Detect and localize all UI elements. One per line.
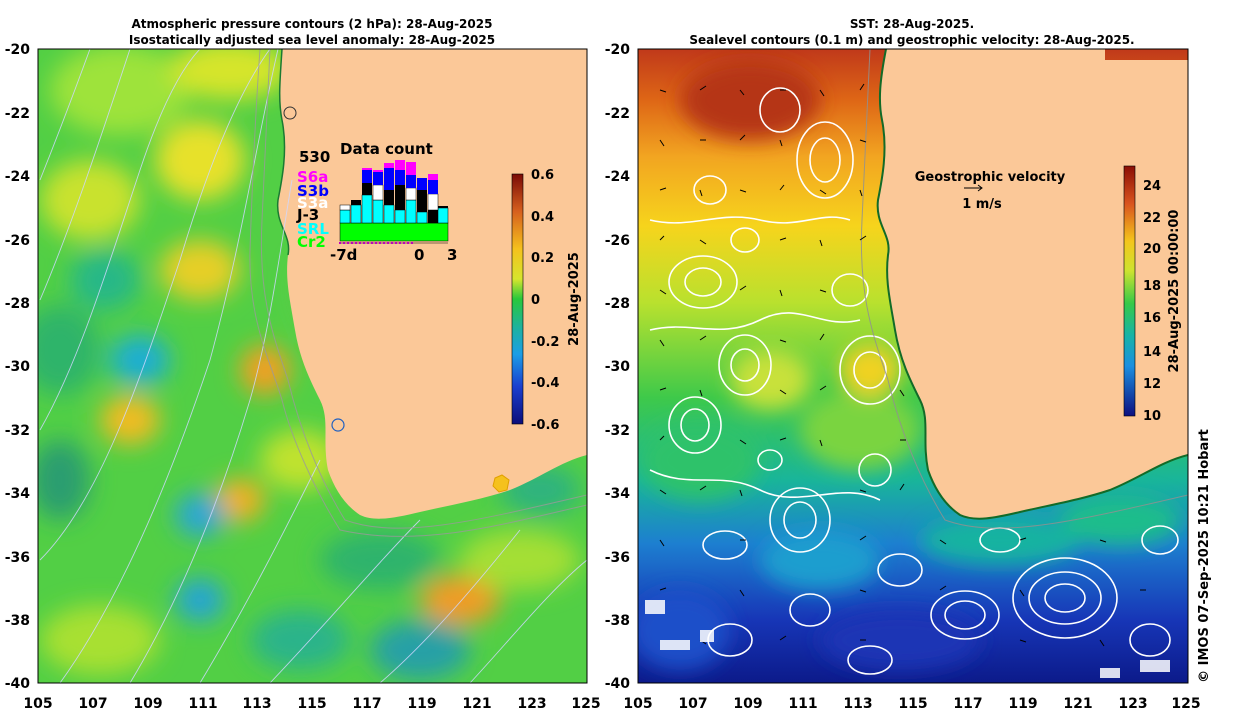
left-lon-tick: 107	[78, 696, 107, 712]
left-lon-tick: 109	[133, 696, 162, 712]
mission-label-j3: J-3	[296, 206, 319, 224]
right-sst-map	[638, 49, 1188, 683]
left-lon-tick: 105	[23, 696, 52, 712]
right-lon-tick: 125	[1171, 696, 1200, 712]
left-lat-tick: -26	[5, 233, 30, 249]
credit-text: © IMOS 07-Sep-2025 10:21 Hobart	[1197, 429, 1212, 683]
data-count-bars	[339, 160, 449, 244]
left-colorbar: 0.6 0.4 0.2 0 -0.2 -0.4 -0.6 28-Aug-2025	[511, 168, 582, 433]
left-lat-tick: -38	[5, 613, 30, 629]
left-cb-tick: 0.6	[531, 168, 554, 183]
right-lon-tick: 113	[843, 696, 872, 712]
left-lon-tick: 119	[407, 696, 436, 712]
left-lat-tick: -20	[5, 42, 31, 58]
left-title-line1: Atmospheric pressure contours (2 hPa): 2…	[132, 17, 493, 31]
right-lon-tick: 121	[1063, 696, 1092, 712]
right-cb-tick: 16	[1143, 311, 1161, 326]
left-lat-tick: -32	[5, 423, 30, 439]
right-cb-label: 28-Aug-2025 00:00:00	[1167, 210, 1182, 373]
left-cb-tick: -0.4	[531, 376, 559, 391]
left-lon-tick: 125	[571, 696, 600, 712]
left-lat-tick: -28	[5, 296, 30, 312]
right-title-line2: Sealevel contours (0.1 m) and geostrophi…	[689, 33, 1134, 47]
data-count-inset: Data count 530 S6a S3b S3a J-3 SRL Cr2	[296, 140, 457, 264]
data-count-total: 530	[299, 148, 330, 166]
right-lat-tick: -34	[605, 486, 631, 502]
right-cb-tick: 12	[1143, 377, 1161, 392]
mission-label-s3b: S3b	[297, 182, 329, 200]
velocity-legend: Geostrophic velocity 1 m/s	[915, 170, 1066, 212]
left-cb-tick: -0.2	[531, 335, 559, 350]
right-lon-tick: 111	[788, 696, 817, 712]
right-lon-tick: 109	[733, 696, 762, 712]
right-lat-tick: -36	[605, 550, 630, 566]
right-title-line1: SST: 28-Aug-2025.	[850, 17, 974, 31]
left-title-line2: Isostatically adjusted sea level anomaly…	[129, 33, 495, 47]
right-lat-tick: -40	[605, 676, 631, 692]
left-lat-tick: -34	[5, 486, 31, 502]
left-cb-tick: -0.6	[531, 418, 559, 433]
data-count-axis-start: -7d	[330, 246, 357, 264]
left-cb-label: 28-Aug-2025	[567, 252, 582, 346]
left-lon-tick: 123	[517, 696, 546, 712]
right-cb-tick: 20	[1143, 242, 1161, 257]
right-lon-tick: 123	[1118, 696, 1147, 712]
left-lon-tick: 117	[352, 696, 381, 712]
right-cb-tick: 14	[1143, 345, 1161, 360]
right-cb-tick: 18	[1143, 279, 1161, 294]
left-cb-tick: 0.4	[531, 210, 554, 225]
right-lat-axis: -20 -22 -24 -26 -28 -30 -32 -34 -36 -38 …	[605, 42, 631, 692]
right-lat-tick: -28	[605, 296, 630, 312]
data-count-axis-zero: 0	[414, 246, 424, 264]
data-count-axis-end: 3	[447, 246, 457, 264]
right-colorbar: 24 22 20 18 16 14 12 10 28-Aug-2025 00:0…	[1123, 165, 1182, 424]
right-lat-tick: -20	[605, 42, 631, 58]
right-lon-axis: 105 107 109 111 113 115 117 119 121 123 …	[623, 696, 1200, 712]
right-land-mass	[877, 49, 1188, 519]
velocity-arrows	[659, 83, 1146, 647]
left-lon-tick: 113	[242, 696, 271, 712]
right-cb-tick: 22	[1143, 211, 1161, 226]
velocity-legend-scale: 1 m/s	[962, 197, 1002, 212]
left-lat-axis: -20 -22 -24 -26 -28 -30 -32 -34 -36 -38 …	[5, 42, 31, 692]
right-lon-tick: 115	[898, 696, 927, 712]
right-lon-tick: 117	[953, 696, 982, 712]
right-lat-tick: -22	[605, 106, 630, 122]
right-lat-tick: -32	[605, 423, 630, 439]
left-lat-tick: -22	[5, 106, 30, 122]
left-lon-tick: 121	[462, 696, 491, 712]
right-lat-tick: -30	[605, 359, 631, 375]
left-sea-level-map	[38, 49, 587, 683]
left-cb-tick: 0.2	[531, 251, 554, 266]
left-lat-tick: -40	[5, 676, 31, 692]
right-lon-tick: 105	[623, 696, 652, 712]
mission-label-srl: SRL	[297, 220, 329, 238]
left-lat-tick: -24	[5, 169, 31, 185]
mission-label-s6a: S6a	[297, 168, 328, 186]
data-count-title: Data count	[340, 140, 433, 158]
left-lat-tick: -30	[5, 359, 31, 375]
right-lat-tick: -26	[605, 233, 630, 249]
left-lon-tick: 115	[297, 696, 326, 712]
left-lon-tick: 111	[188, 696, 217, 712]
left-lat-tick: -36	[5, 550, 30, 566]
left-cb-tick: 0	[531, 293, 540, 308]
mission-label-cr2: Cr2	[297, 233, 326, 251]
left-lon-axis: 105 107 109 111 113 115 117 119 121 123 …	[23, 696, 600, 712]
right-cb-tick: 10	[1143, 409, 1161, 424]
velocity-legend-title: Geostrophic velocity	[915, 170, 1066, 185]
right-lat-tick: -24	[605, 169, 631, 185]
right-lat-tick: -38	[605, 613, 630, 629]
left-land-mass	[277, 49, 587, 519]
right-lon-tick: 107	[678, 696, 707, 712]
right-cb-tick: 24	[1143, 179, 1161, 194]
right-lon-tick: 119	[1008, 696, 1037, 712]
mission-label-s3a: S3a	[297, 194, 328, 212]
